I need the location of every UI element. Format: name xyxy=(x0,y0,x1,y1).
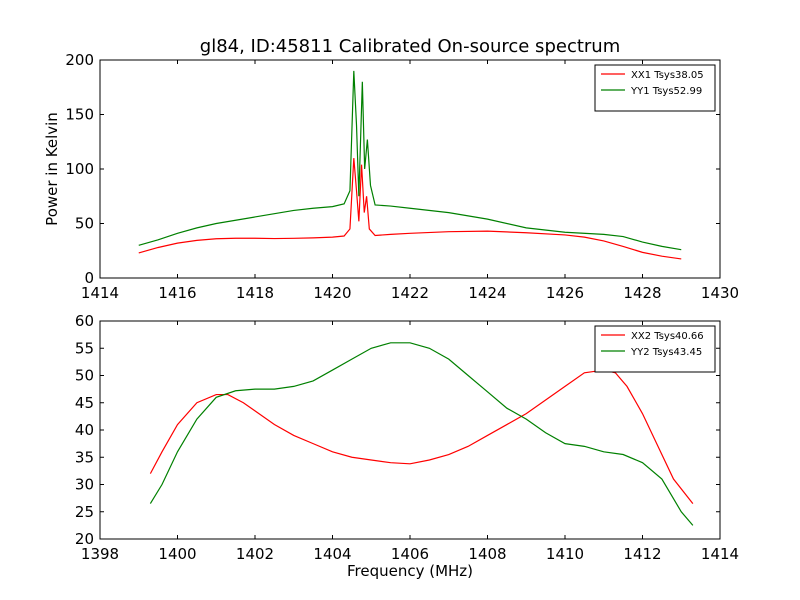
y-tick-label: 150 xyxy=(65,106,94,124)
x-tick-label: 1412 xyxy=(623,545,661,563)
y-tick-label: 200 xyxy=(65,51,94,69)
x-tick-label: 1420 xyxy=(313,284,351,302)
y-tick-label: 55 xyxy=(75,339,94,357)
legend-label: YY2 Tsys43.45 xyxy=(630,347,702,358)
x-tick-label: 1408 xyxy=(468,545,506,563)
y-tick-label: 40 xyxy=(75,421,94,439)
x-tick-label: 1404 xyxy=(313,545,351,563)
y-tick-label: 50 xyxy=(75,367,94,385)
x-tick-label: 1426 xyxy=(546,284,584,302)
y-axis-label: Power in Kelvin xyxy=(43,112,61,226)
x-tick-label: 1416 xyxy=(158,284,196,302)
x-tick-label: 1400 xyxy=(158,545,196,563)
y-tick-label: 30 xyxy=(75,476,94,494)
x-tick-label: 1430 xyxy=(701,284,739,302)
x-tick-label: 1402 xyxy=(236,545,274,563)
series-line-2 xyxy=(149,342,694,526)
y-tick-label: 25 xyxy=(75,503,94,521)
y-tick-label: 100 xyxy=(65,160,94,178)
legend-label: XX2 Tsys40.66 xyxy=(631,331,704,342)
chart-2: 1398 1400 1402 1404 1406 1408 1410 1412 1414 20 25… xyxy=(75,312,739,580)
x-tick-label: 1414 xyxy=(701,545,739,563)
x-tick-label: 1414 xyxy=(81,284,119,302)
x-tick-label: 1406 xyxy=(391,545,429,563)
y-tick-label: 20 xyxy=(75,530,94,548)
x-tick-label: 1418 xyxy=(236,284,274,302)
x-axis-label: Frequency (MHz) xyxy=(347,562,473,580)
y-tick-label: 35 xyxy=(75,448,94,466)
y-tick-label: 60 xyxy=(75,312,94,330)
legend-label: YY1 Tsys52.99 xyxy=(630,86,702,97)
legend-label: XX1 Tsys38.05 xyxy=(631,70,704,81)
legend-box xyxy=(594,325,716,373)
x-tick-label: 1410 xyxy=(546,545,584,563)
chart-1: 1414 1416 1418 1420 1422 1424 1426 1428 1430 0 50 1… xyxy=(43,51,739,302)
series-line-1 xyxy=(138,158,682,260)
figure-title: gl84, ID:45811 Calibrated On-source spec… xyxy=(200,36,620,57)
charts: 1414 1416 1418 1420 1422 1424 1426 1428 14300501… xyxy=(43,51,739,580)
x-tick-label: 1398 xyxy=(81,545,119,563)
legend: XX1 Tsys38.05 YY1 Tsys52.99 xyxy=(594,64,716,112)
legend: XX2 Tsys40.66 YY2 Tsys43.45 xyxy=(594,325,716,373)
x-tick-label: 1428 xyxy=(623,284,661,302)
x-tick-label: 1424 xyxy=(468,284,506,302)
y-tick-label: 0 xyxy=(84,269,94,287)
legend-box xyxy=(594,64,716,112)
series-line-2 xyxy=(138,70,682,251)
y-tick-label: 50 xyxy=(75,215,94,233)
x-tick-label: 1422 xyxy=(391,284,429,302)
y-tick-label: 45 xyxy=(75,394,94,412)
